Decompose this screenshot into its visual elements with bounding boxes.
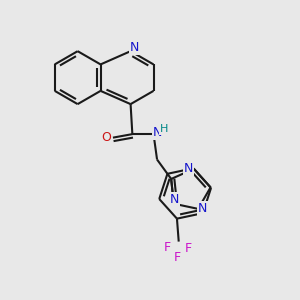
Text: O: O: [102, 131, 112, 144]
Text: N: N: [198, 202, 207, 215]
Text: N: N: [153, 126, 163, 139]
Text: N: N: [129, 41, 139, 54]
Text: F: F: [185, 242, 192, 255]
Text: H: H: [160, 124, 168, 134]
Text: F: F: [174, 251, 181, 264]
Text: N: N: [170, 193, 179, 206]
Text: F: F: [164, 242, 171, 254]
Text: N: N: [184, 162, 193, 175]
